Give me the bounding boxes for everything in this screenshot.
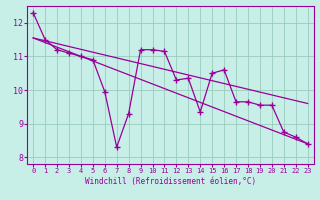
X-axis label: Windchill (Refroidissement éolien,°C): Windchill (Refroidissement éolien,°C) xyxy=(85,177,256,186)
